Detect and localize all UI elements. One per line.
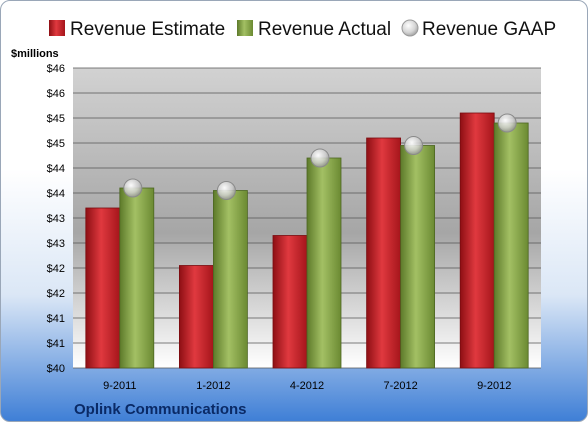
gaap-marker bbox=[216, 181, 236, 200]
bar-revenue-estimate bbox=[272, 235, 308, 369]
legend-label-gaap: Revenue GAAP bbox=[422, 19, 556, 40]
y-tick-label: $40 bbox=[47, 363, 65, 375]
y-tick-label: $45 bbox=[47, 113, 65, 125]
x-axis-ticks: 9-2011 1-2012 4-2012 7-2012 9-2012 bbox=[103, 380, 511, 392]
y-tick-label: $43 bbox=[47, 213, 65, 225]
legend-swatch-actual bbox=[237, 20, 253, 36]
bar-revenue-estimate bbox=[459, 112, 495, 369]
y-tick-label: $46 bbox=[47, 88, 65, 100]
y-tick-label: $42 bbox=[47, 288, 65, 300]
y-tick-label: $43 bbox=[47, 238, 65, 250]
bar-revenue-estimate bbox=[178, 265, 214, 369]
gaap-marker bbox=[123, 178, 143, 198]
y-axis-unit-label: $millions bbox=[11, 48, 59, 60]
bar-revenue-actual bbox=[400, 145, 436, 369]
legend-label-estimate: Revenue Estimate bbox=[70, 19, 225, 40]
bar-revenue-estimate bbox=[85, 207, 121, 369]
bar-revenue-actual bbox=[119, 187, 155, 369]
y-axis-ticks: $40 $41 $41 $42 $42 $43 $43 $44 $44 $45 $45 $46 $46 bbox=[47, 63, 65, 375]
gaap-marker bbox=[310, 148, 330, 168]
gaap-marker bbox=[404, 136, 424, 155]
y-tick-label: $41 bbox=[47, 338, 65, 350]
y-tick-label: $41 bbox=[47, 313, 65, 325]
legend-label-actual: Revenue Actual bbox=[258, 19, 391, 40]
y-tick-label: $44 bbox=[47, 163, 65, 175]
bar-revenue-estimate bbox=[366, 137, 402, 369]
legend-swatch-gaap bbox=[401, 19, 419, 37]
x-tick-label: 7-2012 bbox=[383, 380, 417, 392]
x-tick-label: 4-2012 bbox=[290, 380, 324, 392]
y-tick-label: $42 bbox=[47, 263, 65, 275]
x-tick-label: 9-2012 bbox=[477, 380, 511, 392]
gaap-markers bbox=[123, 113, 517, 200]
bars bbox=[85, 112, 529, 369]
company-name: Oplink Communications bbox=[74, 401, 247, 418]
gaap-marker bbox=[497, 113, 517, 133]
bar-revenue-actual bbox=[306, 157, 342, 369]
legend-swatch-estimate bbox=[49, 20, 65, 36]
x-tick-label: 1-2012 bbox=[196, 380, 230, 392]
y-tick-label: $46 bbox=[47, 63, 65, 75]
legend: Revenue Estimate Revenue Actual Revenue … bbox=[49, 19, 556, 40]
y-tick-label: $45 bbox=[47, 138, 65, 150]
x-tick-label: 9-2011 bbox=[103, 380, 136, 392]
y-tick-label: $44 bbox=[47, 188, 65, 200]
bar-revenue-actual bbox=[212, 190, 248, 369]
bar-revenue-actual bbox=[493, 122, 529, 369]
